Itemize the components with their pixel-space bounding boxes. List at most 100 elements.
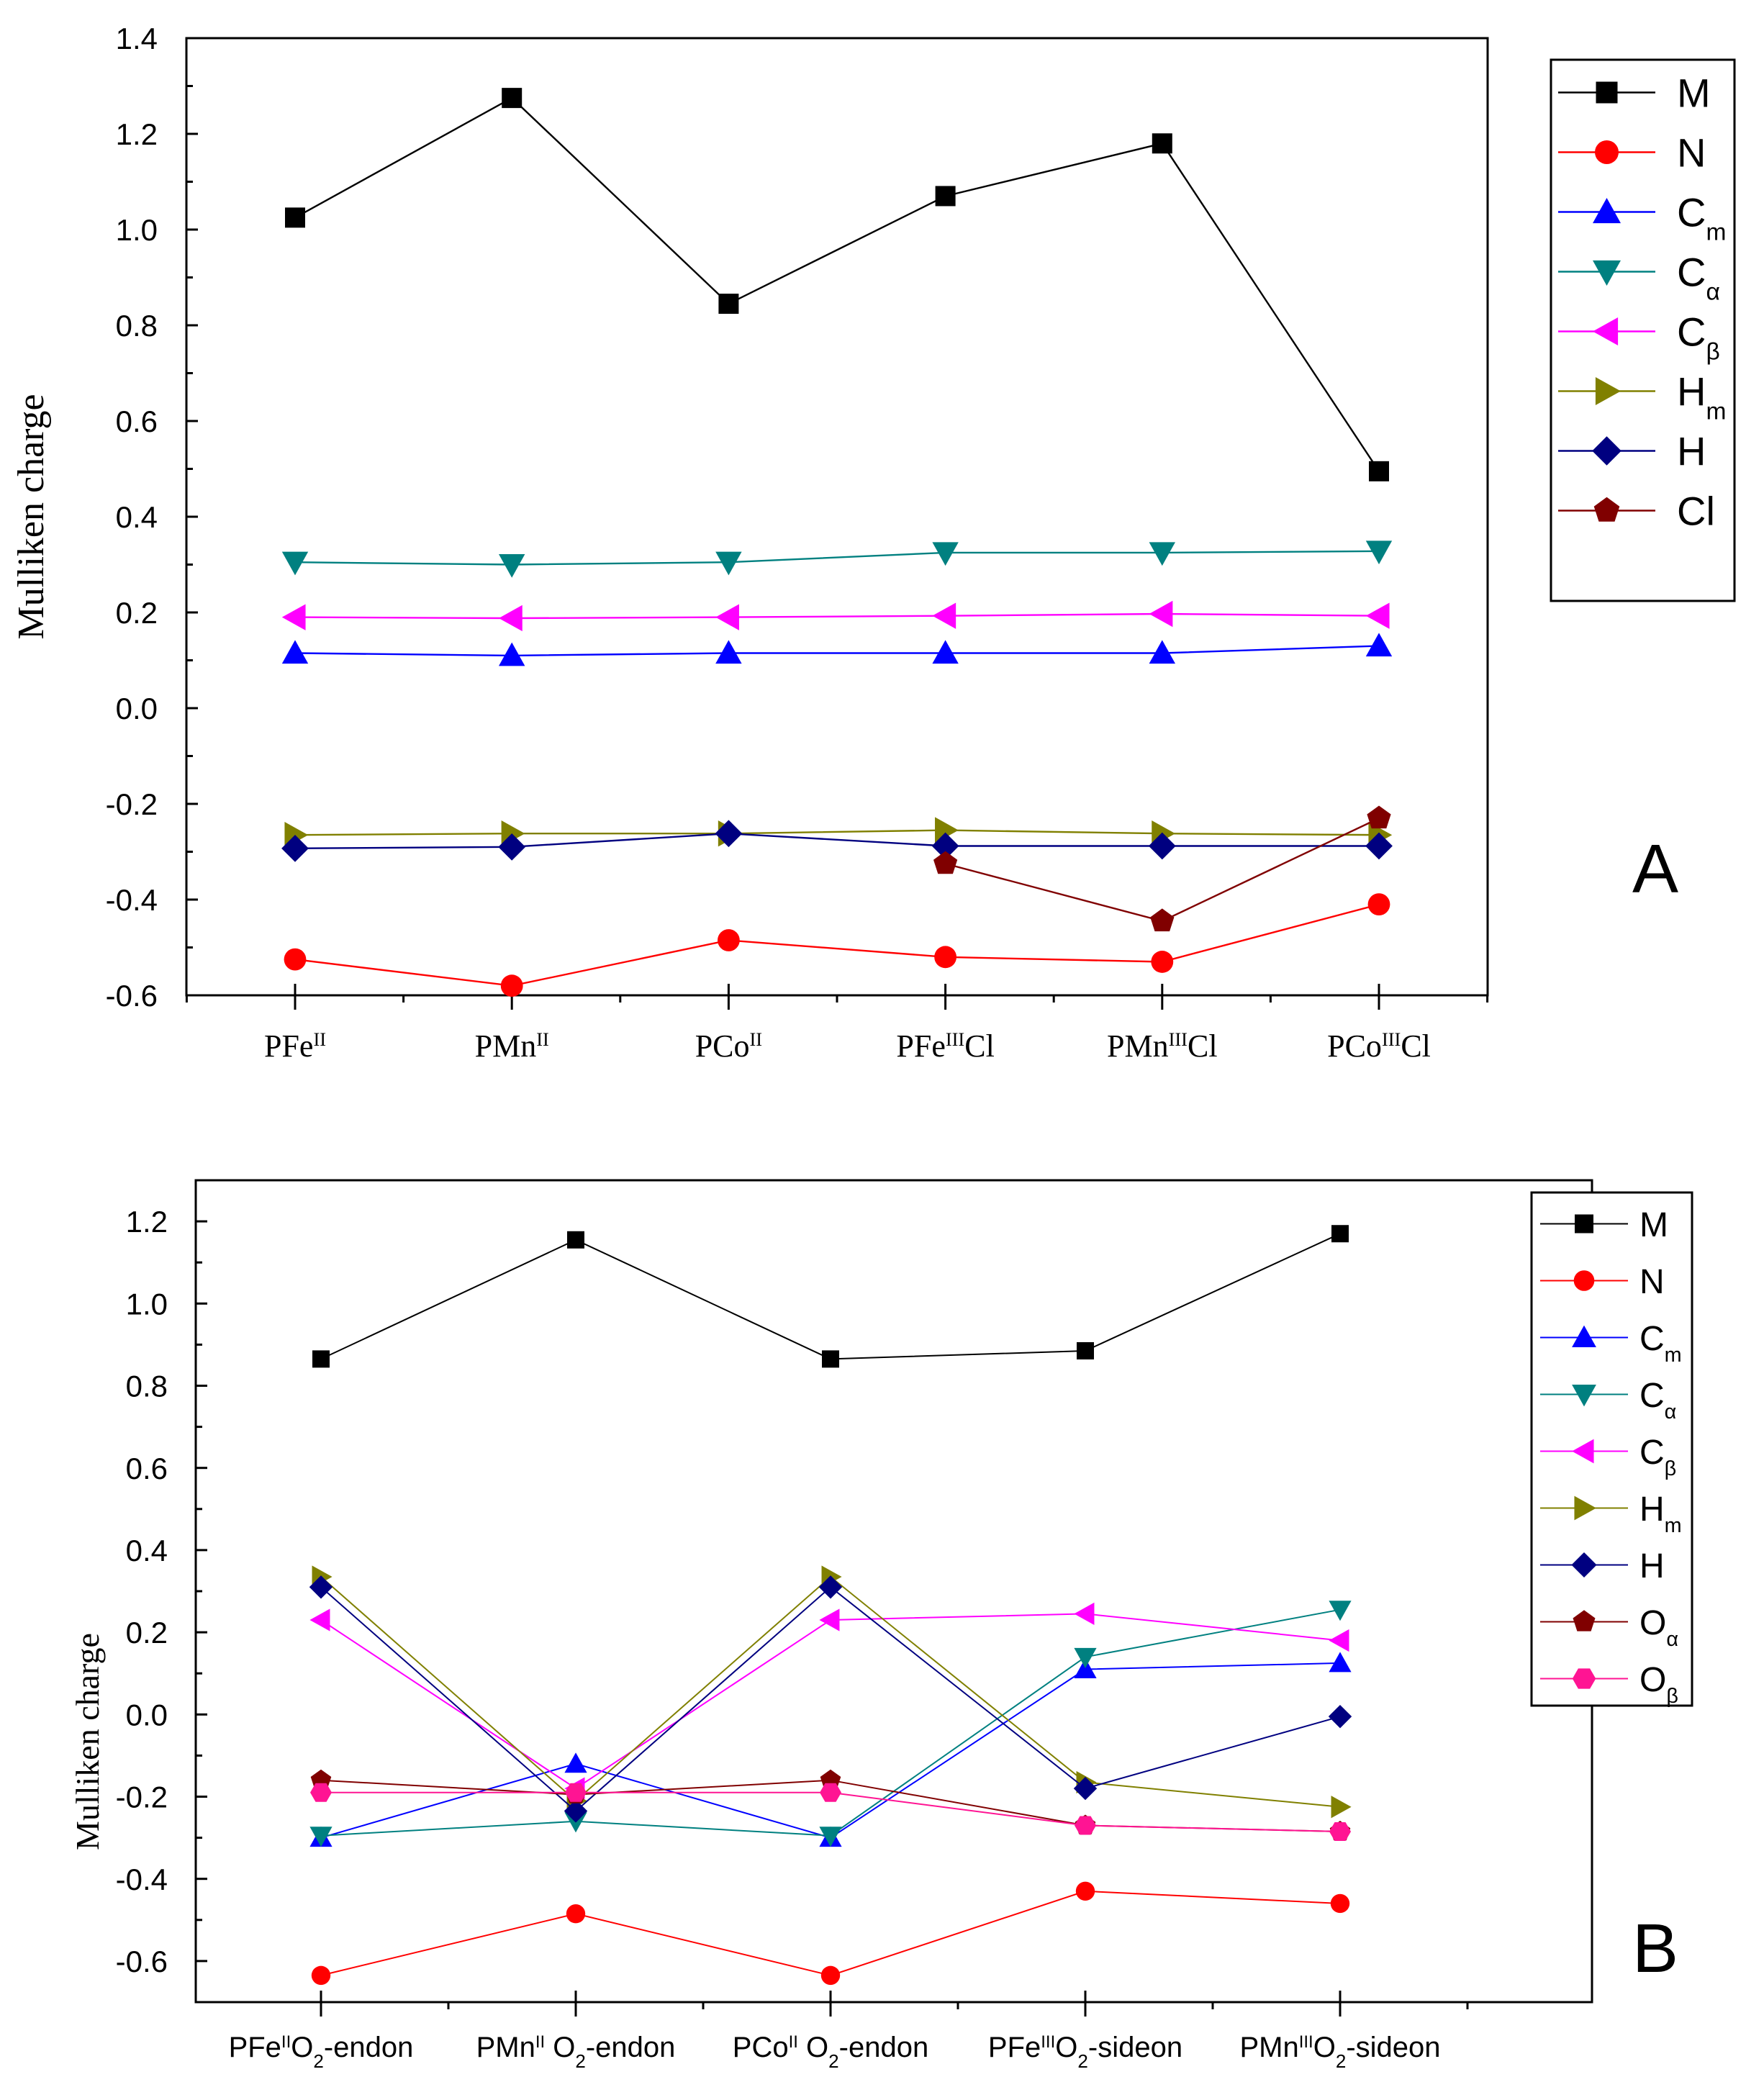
- legend-marker-n: [1595, 140, 1619, 164]
- data-point-h: [309, 1575, 333, 1599]
- x-tick-label: PMnIIIO2-sideon: [1239, 2032, 1440, 2072]
- data-point-h: [1328, 1704, 1352, 1729]
- legend-marker-cm: [1593, 198, 1621, 224]
- y-tick-label: 0.6: [126, 1452, 168, 1485]
- data-point-cbeta: [932, 602, 956, 629]
- y-tick-label: 0.8: [116, 309, 158, 343]
- data-point-h: [715, 820, 743, 848]
- x-tick-label: PCoIIICl: [1327, 1028, 1431, 1064]
- data-point-calpha: [819, 1827, 842, 1847]
- data-point-cl: [1367, 805, 1391, 829]
- legend-label-cm: Cm: [1677, 190, 1726, 246]
- data-point-cm: [499, 642, 525, 666]
- data-point-calpha: [281, 551, 309, 576]
- data-point-m: [1152, 133, 1172, 154]
- data-point-m: [718, 294, 739, 314]
- y-tick-label: 0.4: [126, 1534, 168, 1567]
- panel-label: A: [1632, 831, 1678, 908]
- data-point-h: [1365, 832, 1393, 860]
- series-h: [281, 820, 1393, 862]
- x-tick-label: PFeIIICl: [896, 1028, 994, 1064]
- series-hm: [284, 817, 1393, 848]
- legend-label-calpha: Cα: [1677, 250, 1720, 306]
- x-tick-label: PMnII O2-endon: [476, 2032, 676, 2072]
- legend-label-h: H: [1677, 429, 1706, 474]
- data-point-m: [1077, 1341, 1094, 1359]
- y-tick-label: 1.0: [126, 1287, 168, 1321]
- series-calpha: [281, 540, 1393, 578]
- data-point-m: [1369, 461, 1389, 481]
- data-point-n: [500, 974, 523, 997]
- data-point-h: [564, 1799, 588, 1823]
- data-point-cbeta: [309, 1608, 330, 1631]
- panel-label: B: [1632, 1910, 1678, 1987]
- data-point-cl: [1150, 908, 1175, 932]
- data-point-cbeta: [499, 605, 523, 632]
- data-point-n: [1367, 893, 1390, 916]
- legend-label-obeta: Oβ: [1639, 1661, 1678, 1708]
- data-point-cbeta: [1149, 600, 1173, 628]
- legend-label-hm: Hm: [1677, 369, 1726, 425]
- y-axis-label: Mulliken charge: [11, 394, 52, 639]
- data-point-m: [285, 207, 305, 228]
- legend-marker-cm: [1572, 1325, 1596, 1348]
- series-cl: [933, 805, 1391, 932]
- series-cm: [309, 1652, 1352, 1847]
- data-point-cbeta: [819, 1608, 840, 1631]
- legend-marker-h: [1592, 436, 1621, 466]
- y-tick-label: 1.0: [116, 213, 158, 247]
- y-tick-label: 0.6: [116, 404, 158, 438]
- legend-label-oalpha: Oα: [1639, 1604, 1678, 1651]
- data-point-n: [1151, 951, 1174, 973]
- series-line-h: [294, 832, 1379, 850]
- legend-label-cl: Cl: [1677, 489, 1715, 534]
- data-point-n: [1075, 1881, 1095, 1901]
- series-calpha: [309, 1601, 1352, 1847]
- data-point-calpha: [932, 542, 959, 566]
- y-tick-label: 0.0: [126, 1698, 168, 1732]
- legend-marker-h: [1571, 1552, 1597, 1578]
- legend-label-n: N: [1639, 1263, 1665, 1301]
- y-tick-label: -0.2: [116, 1780, 168, 1814]
- x-tick-label: PCoII: [695, 1028, 762, 1064]
- data-point-calpha: [1149, 542, 1175, 566]
- data-point-m: [935, 186, 956, 207]
- y-tick-label: 0.2: [126, 1616, 168, 1649]
- data-point-obeta: [1075, 1816, 1096, 1835]
- legend-box: [1530, 1191, 1693, 1707]
- x-tick-label: PFeIIIO2-sideon: [988, 2032, 1182, 2072]
- legend-marker-n: [1573, 1270, 1595, 1291]
- y-tick-label: 1.2: [126, 1205, 168, 1239]
- data-point-cm: [932, 640, 959, 664]
- data-point-m: [822, 1350, 839, 1368]
- legend-label-cbeta: Cβ: [1639, 1434, 1676, 1480]
- series-n: [284, 893, 1390, 997]
- data-point-h: [818, 1575, 843, 1599]
- legend-marker-hm: [1595, 377, 1621, 405]
- data-point-m: [1331, 1225, 1349, 1243]
- series-line-hm: [294, 829, 1380, 836]
- data-point-obeta: [1329, 1822, 1351, 1841]
- data-point-hm: [935, 817, 959, 843]
- chart-panel-b: -0.6 -0.4 -0.2 0.0 0.2 0.4 0.6 0.8 1.0 1.2 PFeIIO2…: [69, 1179, 1693, 2072]
- data-point-n: [820, 1965, 841, 1986]
- series-line-cbeta: [294, 612, 1380, 620]
- series-m: [312, 1225, 1349, 1368]
- data-point-calpha: [1365, 540, 1393, 565]
- data-point-cbeta: [1074, 1602, 1095, 1626]
- data-point-cm: [1365, 633, 1393, 657]
- data-point-cbeta: [1365, 602, 1390, 629]
- x-tick-label: PFeIIO2-endon: [229, 2032, 414, 2072]
- x-tick-label: PMnII: [475, 1028, 549, 1064]
- legend-label-m: M: [1639, 1206, 1668, 1244]
- legend-label-cm: Cm: [1639, 1320, 1682, 1367]
- data-point-calpha: [715, 551, 742, 576]
- legend-marker-m: [1596, 81, 1618, 104]
- series-m: [285, 88, 1389, 481]
- data-point-n: [284, 948, 307, 971]
- data-point-m: [567, 1231, 584, 1249]
- legend-label-cbeta: Cβ: [1677, 309, 1720, 366]
- series-line-cm: [320, 1662, 1341, 1839]
- data-point-cbeta: [1329, 1629, 1349, 1652]
